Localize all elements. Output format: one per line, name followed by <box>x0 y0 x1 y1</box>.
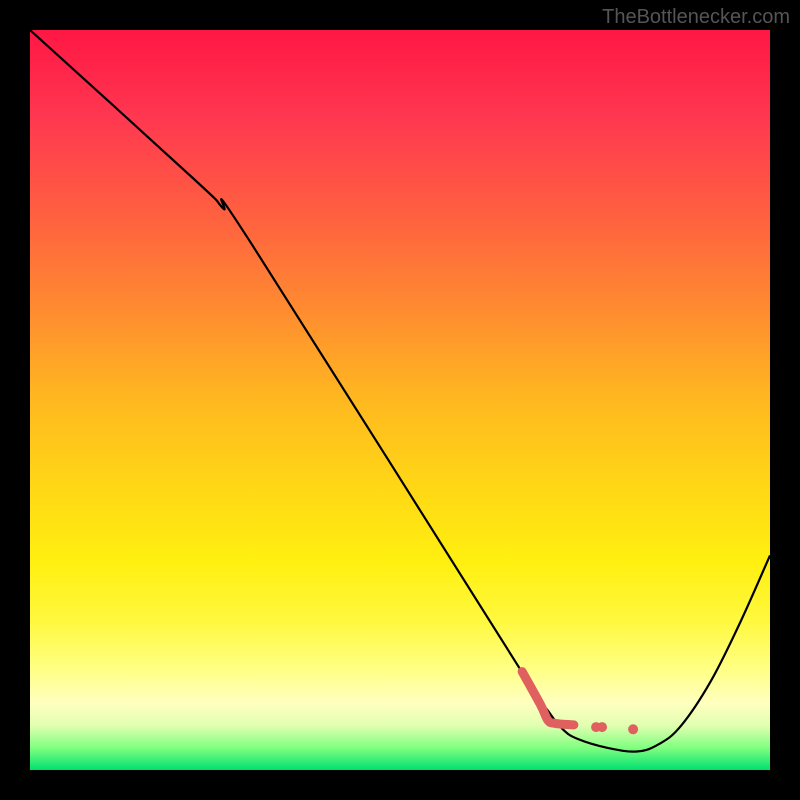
highlight-dot <box>628 724 638 734</box>
chart-background <box>30 30 770 770</box>
highlight-dot <box>597 722 607 732</box>
bottleneck-chart <box>30 30 770 770</box>
watermark-text: TheBottlenecker.com <box>602 6 790 29</box>
chart-svg <box>30 30 770 770</box>
